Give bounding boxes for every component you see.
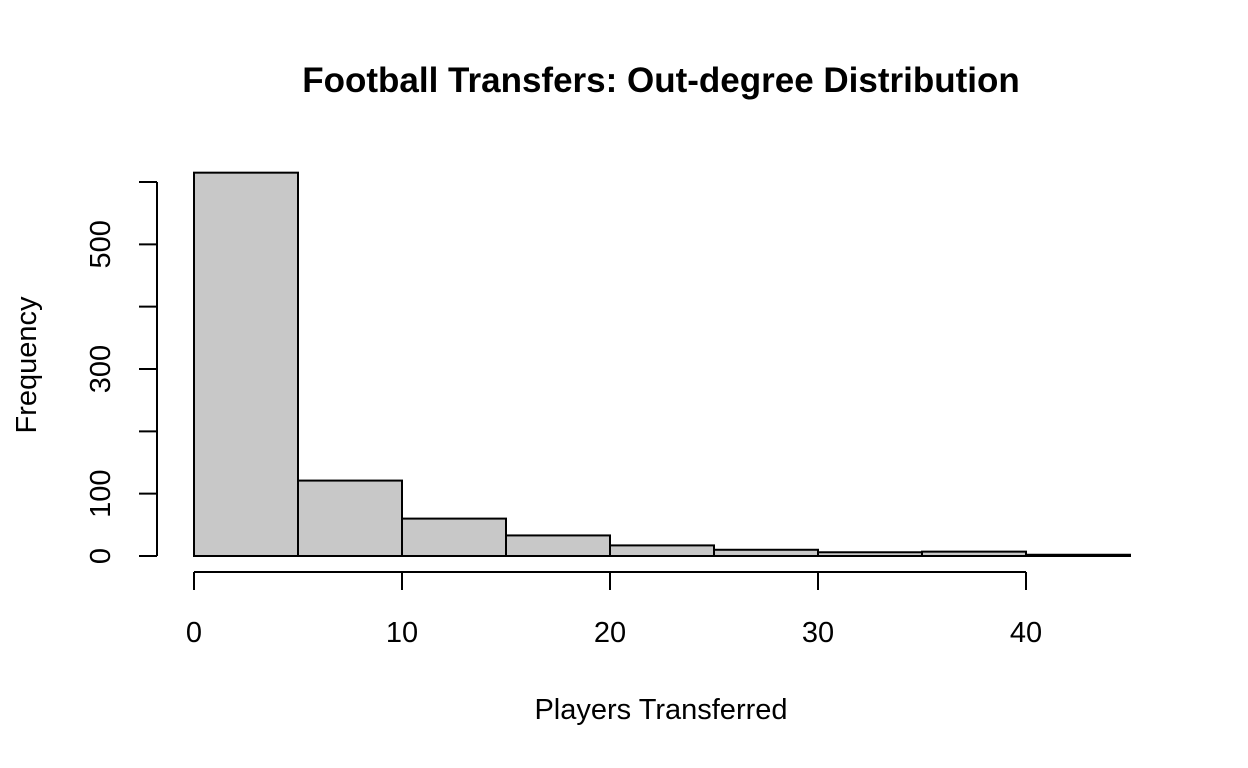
x-axis: 0 10 20 30 40 xyxy=(186,571,1042,649)
y-axis-label: Frequency xyxy=(11,296,43,434)
histogram-bar-30-35 xyxy=(817,551,923,557)
y-tick-label-500: 500 xyxy=(85,220,117,268)
y-axis: 0 100 300 500 xyxy=(85,181,158,564)
y-tick-label-0: 0 xyxy=(85,548,117,564)
y-tick-label-300: 300 xyxy=(85,345,117,393)
histogram-bar-35-40 xyxy=(921,550,1027,558)
x-tick-label-10: 10 xyxy=(386,617,418,649)
histogram-bar-15-20 xyxy=(505,534,611,557)
x-tick-label-40: 40 xyxy=(1010,617,1042,649)
x-tick-label-0: 0 xyxy=(186,617,202,649)
histogram-bar-10-15 xyxy=(401,517,507,557)
histogram-bar-40-45 xyxy=(1025,553,1131,558)
histogram-bar-5-10 xyxy=(297,479,403,557)
histogram-bar-20-25 xyxy=(609,544,715,557)
y-tick-label-100: 100 xyxy=(85,469,117,517)
chart-title: Football Transfers: Out-degree Distribut… xyxy=(302,61,1020,100)
x-axis-label: Players Transferred xyxy=(534,694,787,726)
histogram-bar-25-30 xyxy=(713,548,819,558)
histogram-bars xyxy=(193,171,1131,558)
x-tick-label-20: 20 xyxy=(594,617,626,649)
histogram-bar-0-5 xyxy=(193,171,299,557)
x-tick-label-30: 30 xyxy=(802,617,834,649)
